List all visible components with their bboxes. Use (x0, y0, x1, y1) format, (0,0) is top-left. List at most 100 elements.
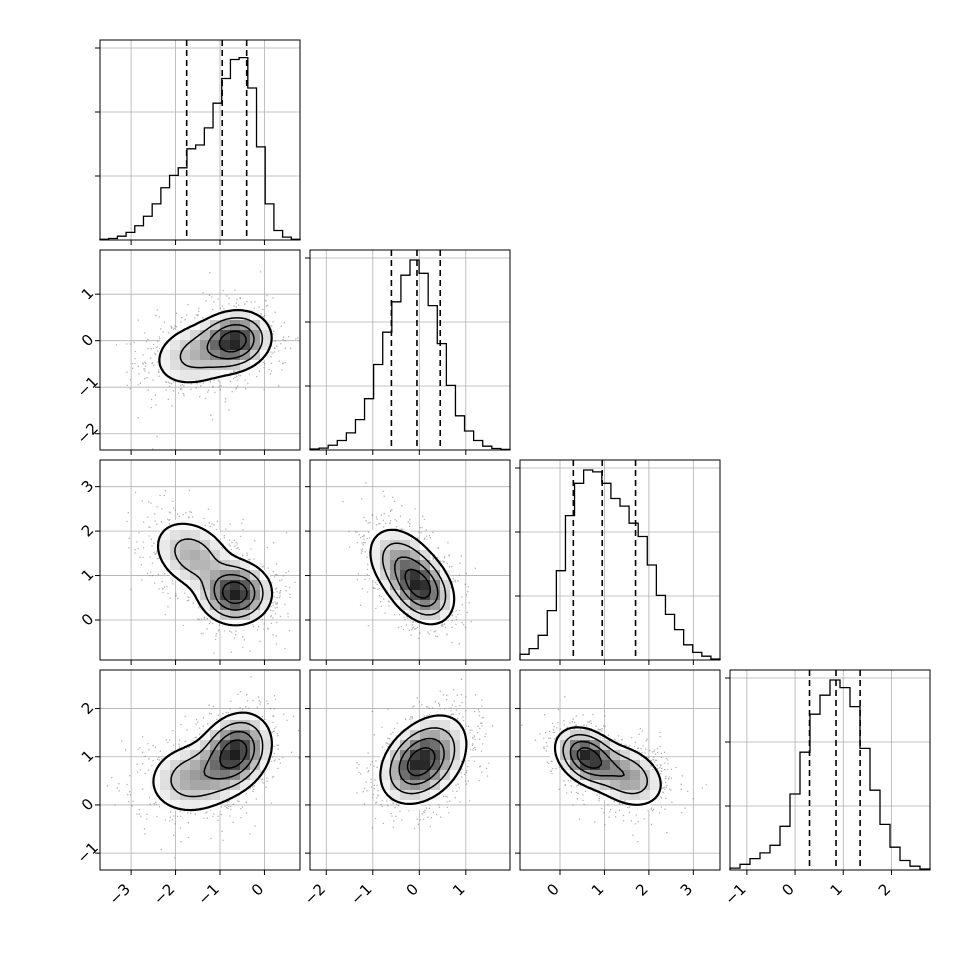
y-tick-label: 1 (78, 565, 97, 584)
density-cell (400, 730, 411, 741)
density-cell (450, 720, 461, 731)
density-cell (450, 730, 461, 741)
density-cell (210, 340, 221, 351)
density-cell (240, 560, 251, 571)
contour-line (379, 714, 468, 805)
contour-line (203, 730, 256, 780)
density-cell (600, 750, 611, 761)
density-cell (260, 750, 271, 761)
y-tick-label: −1 (73, 373, 101, 401)
density-cell (210, 370, 221, 381)
density-cell (430, 600, 441, 611)
density-cell (380, 780, 391, 791)
density-cell (390, 790, 401, 801)
density-cell (380, 530, 391, 541)
contour-line (219, 739, 248, 769)
density-cell (180, 530, 191, 541)
density-cell (190, 350, 201, 361)
density-cell (410, 560, 421, 571)
density-cell (450, 740, 461, 751)
contour-line (174, 538, 264, 619)
density-cell (420, 580, 431, 591)
density-cell (420, 590, 431, 601)
contour-line (369, 528, 456, 626)
density-cell (190, 540, 201, 551)
density-cell (370, 530, 381, 541)
contour-line (206, 324, 255, 360)
density-cell (210, 550, 221, 561)
density-cell (620, 750, 631, 761)
density-cell (610, 790, 621, 801)
density-cell (420, 550, 431, 561)
density-cell (240, 350, 251, 361)
density-cell (590, 750, 601, 761)
density-cell (170, 530, 181, 541)
density-cell (240, 600, 251, 611)
density-cell (160, 530, 171, 541)
scatter-panel (305, 459, 511, 665)
density-cell (170, 760, 181, 771)
density-cell (440, 730, 451, 741)
density-cell (250, 320, 261, 331)
density-cell (380, 560, 391, 571)
density-cell (440, 570, 451, 581)
density-cell (180, 770, 191, 781)
density-cell (410, 750, 421, 761)
density-cell (390, 570, 401, 581)
histogram-step (99, 56, 301, 240)
density-cell (200, 570, 211, 581)
contour-line (157, 522, 274, 627)
density-cell (410, 550, 421, 561)
density-cell (420, 720, 431, 731)
density-cell (620, 780, 631, 791)
axes-frame (99, 459, 301, 661)
density-cell (410, 800, 421, 811)
density-cell (180, 550, 191, 561)
density-cell (210, 360, 221, 371)
density-cell (240, 360, 251, 371)
density-cell (190, 330, 201, 341)
density-cell (200, 350, 211, 361)
density-cell (260, 340, 271, 351)
density-cell (420, 570, 431, 581)
density-cell (210, 740, 221, 751)
density-cell (230, 610, 241, 621)
density-cell (390, 580, 401, 591)
density-cell (240, 780, 251, 791)
density-cell (390, 760, 401, 771)
axes-frame (309, 459, 511, 661)
density-cell (200, 760, 211, 771)
density-cell (600, 760, 611, 771)
density-cell (400, 550, 411, 561)
density-cell (170, 340, 181, 351)
density-cell (200, 530, 211, 541)
panel-content (100, 460, 300, 660)
density-cell (230, 740, 241, 751)
density-cell (400, 740, 411, 751)
axes-frame (309, 669, 511, 871)
contour-line (381, 542, 447, 616)
histogram-panel (305, 249, 511, 455)
axes-frame (519, 669, 721, 871)
density-cell (430, 580, 441, 591)
density-cell (170, 360, 181, 371)
density-cell (250, 740, 261, 751)
density-cell (200, 560, 211, 571)
density-cell (450, 590, 461, 601)
density-cell (610, 780, 621, 791)
density-cell (560, 730, 571, 741)
density-cell (610, 740, 621, 751)
density-cell (430, 570, 441, 581)
density-cell (380, 770, 391, 781)
x-tick-label: 1 (449, 880, 468, 899)
density-cell (210, 610, 221, 621)
density-cell (640, 800, 651, 811)
density-cell (150, 790, 161, 801)
density-cell (220, 730, 231, 741)
x-tick-label: −1 (721, 880, 749, 908)
density-cell (390, 530, 401, 541)
density-cell (160, 760, 171, 771)
density-cell (380, 790, 391, 801)
panel-content (100, 250, 300, 450)
